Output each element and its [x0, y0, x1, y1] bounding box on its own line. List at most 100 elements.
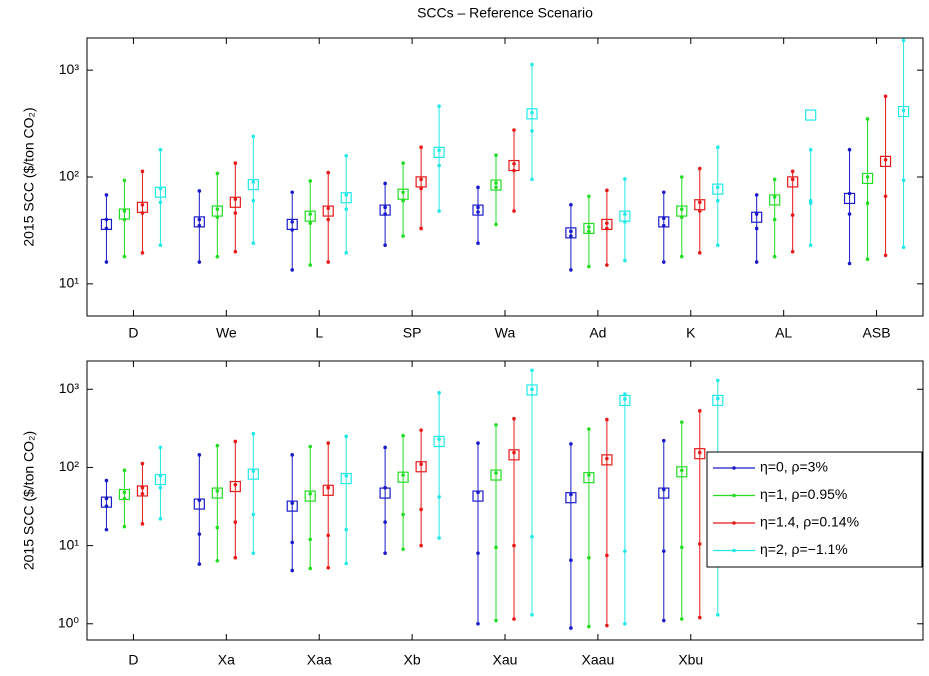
point — [308, 444, 313, 449]
point — [754, 193, 759, 197]
point — [494, 423, 498, 427]
central-marker — [676, 466, 688, 478]
point — [847, 147, 852, 152]
point — [772, 195, 777, 199]
point — [251, 551, 256, 555]
point — [587, 624, 591, 629]
point — [661, 438, 666, 443]
point — [697, 166, 702, 171]
point — [790, 177, 795, 182]
point — [623, 177, 627, 181]
point — [569, 234, 573, 238]
point — [494, 185, 498, 190]
point — [326, 441, 331, 445]
central-marker — [379, 487, 391, 499]
point — [104, 527, 109, 532]
point — [344, 527, 349, 532]
central-marker — [229, 196, 241, 208]
central-marker — [136, 485, 149, 497]
point — [754, 212, 759, 216]
point — [233, 211, 238, 215]
point — [494, 181, 498, 185]
point — [251, 431, 256, 436]
x-tick-label: Xa — [218, 652, 235, 668]
point — [158, 147, 163, 152]
point — [197, 562, 202, 566]
central-marker — [304, 210, 316, 222]
central-marker — [879, 155, 892, 167]
point — [215, 443, 220, 448]
point — [808, 198, 813, 203]
central-marker — [676, 205, 688, 217]
point — [530, 129, 534, 133]
legend-label: η=1.4, ρ=0.14% — [760, 514, 859, 530]
point — [587, 555, 591, 560]
point — [290, 220, 295, 224]
point — [476, 241, 480, 246]
central-marker — [397, 471, 409, 483]
point — [679, 207, 684, 211]
central-marker — [433, 435, 445, 448]
point — [530, 177, 534, 182]
point — [679, 420, 684, 424]
point — [715, 198, 720, 203]
point — [140, 522, 145, 526]
point — [215, 207, 220, 211]
chart-title: SCCs – Reference Scenario — [417, 5, 593, 21]
x-tick-label: AL — [775, 325, 792, 341]
point — [344, 193, 349, 197]
central-marker — [193, 498, 205, 510]
point — [679, 617, 684, 621]
central-marker — [322, 205, 334, 217]
point — [754, 226, 759, 231]
point — [587, 225, 591, 229]
x-tick-label: We — [216, 325, 237, 341]
y-tick-label: 10⁰ — [58, 614, 80, 630]
point — [140, 251, 145, 255]
point — [326, 485, 331, 490]
point — [215, 489, 220, 493]
point — [772, 254, 777, 259]
central-marker — [286, 218, 298, 231]
central-marker — [769, 194, 781, 206]
point — [290, 268, 295, 272]
point — [901, 108, 906, 113]
point — [512, 617, 516, 621]
point — [233, 439, 238, 444]
point — [326, 260, 331, 264]
x-tick-label: Ad — [589, 325, 606, 341]
point — [605, 221, 609, 225]
point — [494, 618, 498, 623]
legend-label: η=2, ρ=−1.1% — [760, 541, 848, 557]
point — [715, 185, 720, 190]
point — [697, 200, 702, 205]
point — [623, 621, 627, 626]
point — [605, 456, 609, 461]
point — [790, 213, 795, 217]
point — [326, 206, 331, 211]
central-marker — [508, 159, 520, 172]
point — [104, 260, 109, 264]
point — [530, 62, 534, 67]
y-tick-label: 10² — [59, 168, 80, 184]
central-marker — [193, 216, 205, 228]
central-marker — [118, 488, 131, 501]
point — [437, 495, 441, 499]
point — [494, 153, 498, 157]
point — [290, 568, 295, 573]
point — [494, 545, 498, 550]
point — [158, 445, 163, 450]
central-marker — [340, 472, 352, 485]
central-marker — [601, 454, 613, 466]
point — [251, 198, 256, 203]
central-marker — [379, 204, 391, 216]
central-marker — [694, 199, 706, 211]
point — [847, 212, 852, 216]
point — [569, 558, 573, 563]
point — [605, 623, 609, 628]
point — [679, 545, 684, 550]
point — [401, 190, 405, 195]
central-marker — [508, 449, 520, 461]
point — [122, 524, 127, 529]
